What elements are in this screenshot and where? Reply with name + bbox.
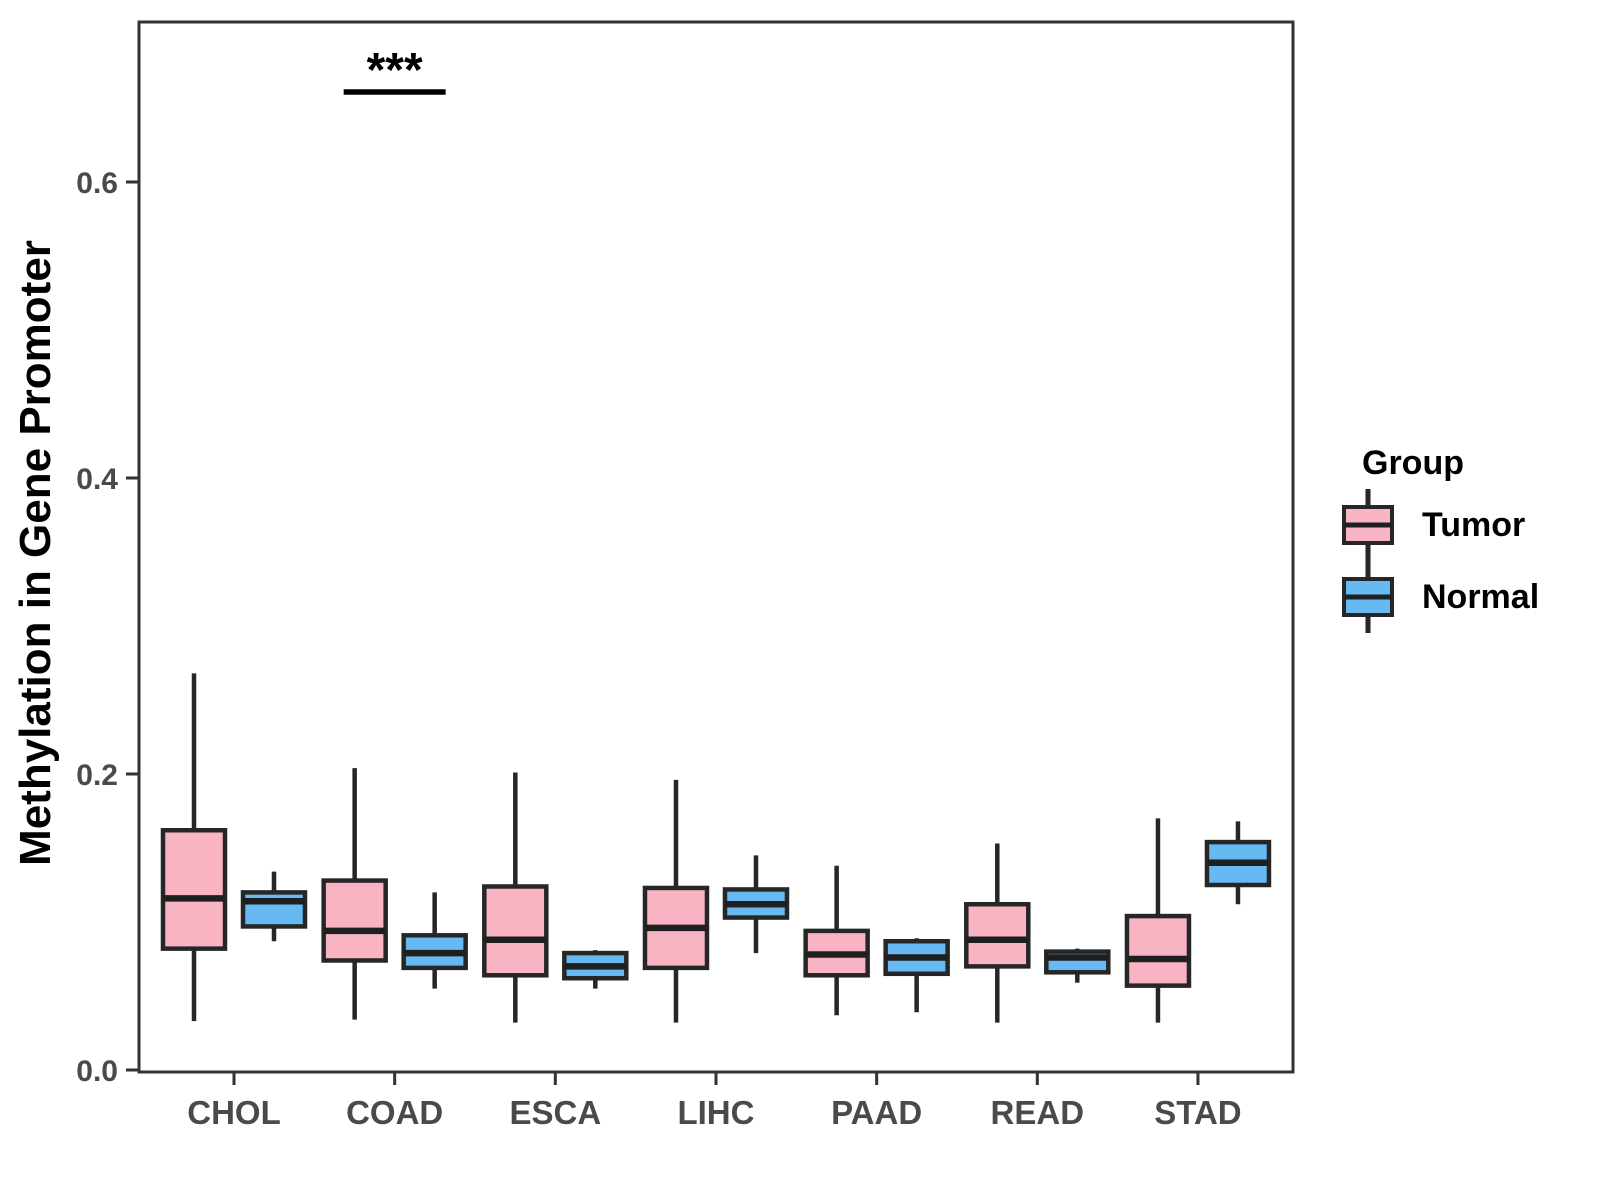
- boxplot-paad-normal: [883, 938, 950, 1013]
- x-tick-label: COAD: [346, 1094, 443, 1131]
- x-tick-label: ESCA: [509, 1094, 601, 1131]
- x-tick-label: READ: [991, 1094, 1085, 1131]
- boxplot-coad-tumor: [321, 768, 388, 1020]
- legend-label-tumor: Tumor: [1422, 505, 1526, 544]
- box: [482, 884, 549, 978]
- tumor-boxplot-key-icon: [1342, 489, 1394, 561]
- legend: Group Tumor Normal: [1340, 444, 1539, 633]
- legend-label-normal: Normal: [1422, 577, 1540, 616]
- box: [321, 878, 388, 963]
- x-tick-label: PAAD: [831, 1094, 922, 1131]
- boxplot-read-normal: [1044, 948, 1111, 983]
- y-tick-label: 0.4: [76, 463, 118, 496]
- y-tick-label: 0.0: [76, 1055, 118, 1088]
- x-tick-label: LIHC: [677, 1094, 754, 1131]
- boxplot-chol-tumor: [160, 673, 228, 1022]
- boxplot-stad-tumor: [1124, 818, 1192, 1023]
- x-tick-label: CHOL: [187, 1094, 281, 1131]
- normal-boxplot-key-icon: [1342, 561, 1394, 633]
- legend-item-normal: Normal: [1340, 561, 1539, 633]
- panel-border: [137, 20, 1295, 1074]
- boxplot-read-tumor: [964, 843, 1031, 1023]
- legend-item-tumor: Tumor: [1340, 489, 1539, 561]
- box: [964, 901, 1031, 969]
- box: [160, 827, 228, 951]
- y-axis-title: Methylation in Gene Promoter: [11, 240, 60, 866]
- significance-stars: ***: [367, 44, 423, 97]
- boxplot-lihc-tumor: [642, 779, 710, 1023]
- legend-title: Group: [1362, 444, 1464, 482]
- boxplot-chol-normal: [240, 871, 308, 942]
- box: [1124, 913, 1192, 988]
- boxplot-stad-normal: [1204, 821, 1272, 905]
- box: [240, 890, 308, 929]
- boxplot-paad-tumor: [803, 865, 870, 1016]
- boxplot-lihc-normal: [722, 855, 790, 954]
- boxplot-esca-normal: [562, 950, 629, 989]
- boxplot-esca-tumor: [482, 772, 549, 1023]
- boxplot-coad-normal: [401, 892, 468, 989]
- y-tick-label: 0.6: [76, 167, 118, 200]
- y-tick-label: 0.2: [76, 759, 118, 792]
- x-tick-label: STAD: [1154, 1094, 1241, 1131]
